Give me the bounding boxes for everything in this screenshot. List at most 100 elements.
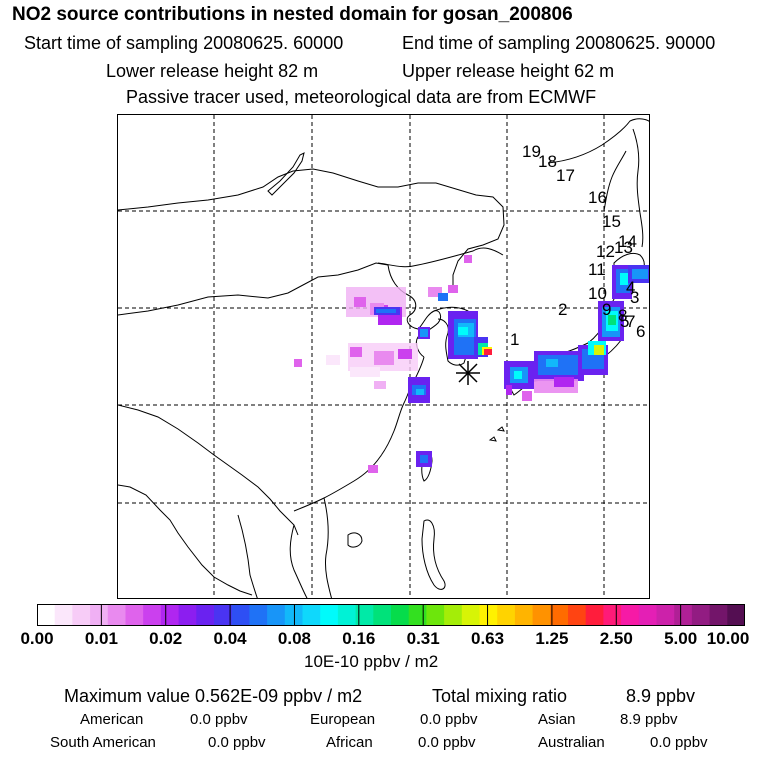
colorbar-tick-label: 10.00	[706, 629, 750, 648]
region-label: 4	[626, 278, 635, 297]
total-mixing-value: 8.9 ppbv	[626, 686, 696, 706]
colorbar-tick-label: 2.50	[599, 629, 633, 648]
colorbar-cell	[231, 604, 250, 626]
region-name-australian: Australian	[538, 734, 605, 751]
colorbar-cell	[621, 604, 640, 626]
colorbar-cell	[160, 604, 180, 626]
colorbar-cell	[656, 604, 675, 626]
colorbar-cell	[90, 604, 109, 626]
region-name-south-american: South American	[50, 734, 156, 751]
tracer-note: Passive tracer used, meteorological data…	[126, 87, 597, 107]
total-mixing-label: Total mixing ratio	[432, 686, 568, 706]
colorbar-cell	[37, 604, 56, 626]
receptor-asterisk-marker	[456, 361, 480, 385]
colorbar-cell	[355, 604, 374, 626]
colorbar-tick-label: 0.00	[20, 629, 54, 648]
colorbar-tick-label: 0.08	[277, 629, 311, 648]
colorbar-cell	[461, 604, 480, 626]
region-label: 3	[630, 288, 639, 307]
region-label: 1	[510, 330, 519, 349]
region-name-european: European	[310, 711, 376, 728]
coastlines	[118, 118, 649, 598]
colorbar-cell	[302, 604, 321, 626]
colorbar-tick-label: 0.02	[149, 629, 183, 648]
map-title: NO2 source contributions in nested domai…	[12, 4, 573, 25]
colorbar-frame	[37, 604, 745, 626]
region-value-african: 0.0 ppbv	[418, 734, 476, 751]
region-label: 16	[588, 188, 607, 207]
region-name-american: American	[80, 711, 144, 728]
colorbar-cell	[178, 604, 197, 626]
colorbar-cell	[196, 604, 215, 626]
region-label: 14	[618, 232, 637, 251]
region-name-african: African	[326, 734, 373, 751]
colorbar-cell	[143, 604, 162, 626]
end-time: End time of sampling 20080625. 90000	[402, 33, 716, 53]
region-value-australian: 0.0 ppbv	[650, 734, 708, 751]
colorbar-cell	[284, 604, 303, 626]
colorbar-cell	[54, 604, 73, 626]
region-value-european: 0.0 ppbv	[420, 711, 478, 728]
colorbar-cell	[550, 604, 569, 626]
colorbar-cell	[337, 604, 357, 626]
colorbar-cell	[72, 604, 91, 626]
region-label: 17	[556, 166, 575, 185]
start-time: Start time of sampling 20080625. 60000	[24, 33, 344, 53]
colorbar-cell	[426, 604, 445, 626]
region-label: 7	[626, 312, 635, 331]
colorbar-cell	[603, 604, 622, 626]
colorbar-cell	[444, 604, 463, 626]
colorbar-tick-label: 1.25	[535, 629, 569, 648]
colorbar-tick-label: 0.31	[406, 629, 440, 648]
lower-release-height: Lower release height 82 m	[106, 61, 319, 81]
colorbar-cell	[638, 604, 657, 626]
region-label: 6	[636, 322, 645, 341]
colorbar	[37, 604, 745, 626]
colorbar-cell	[373, 604, 392, 626]
colorbar-cell	[249, 604, 268, 626]
colorbar-cell	[709, 604, 728, 626]
region-labels: 1 2 3 4 5 6 7 8 9 10 11 12 13 14 15 16 1…	[510, 142, 645, 349]
colorbar-cell	[585, 604, 604, 626]
region-label: 2	[558, 300, 567, 319]
colorbar-tick-label: 0.04	[213, 629, 247, 648]
colorbar-cell	[479, 604, 498, 626]
region-label: 11	[588, 260, 606, 279]
colorbar-cell	[514, 604, 534, 626]
colorbar-unit: 10E-10 ppbv / m2	[304, 652, 439, 671]
region-value-south-american: 0.0 ppbv	[208, 734, 266, 751]
colorbar-cell	[391, 604, 410, 626]
colorbar-tick-label: 0.16	[342, 629, 376, 648]
region-name-asian: Asian	[538, 711, 576, 728]
colorbar-cell	[568, 604, 587, 626]
region-label: 19	[522, 142, 541, 161]
upper-release-height: Upper release height 62 m	[402, 61, 615, 81]
region-value-american: 0.0 ppbv	[190, 711, 248, 728]
colorbar-cell	[727, 604, 745, 626]
region-label: 12	[596, 242, 615, 261]
region-label: 15	[602, 212, 621, 231]
region-label: 10	[588, 284, 607, 303]
colorbar-cell	[691, 604, 711, 626]
colorbar-cell	[320, 604, 339, 626]
colorbar-tick-label: 5.00	[664, 629, 698, 648]
colorbar-cell	[532, 604, 551, 626]
colorbar-cell	[267, 604, 286, 626]
colorbar-cell	[674, 604, 693, 626]
region-value-asian: 8.9 ppbv	[620, 711, 678, 728]
colorbar-cell	[107, 604, 126, 626]
region-label: 5	[620, 312, 629, 331]
colorbar-cell	[497, 604, 516, 626]
colorbar-cell	[408, 604, 427, 626]
region-label: 18	[538, 152, 557, 171]
colorbar-cell	[125, 604, 144, 626]
map-panel: 1 2 3 4 5 6 7 8 9 10 11 12 13 14 15 16 1…	[117, 114, 650, 599]
emission-patches	[294, 255, 649, 473]
colorbar-tick-label: 0.63	[470, 629, 505, 648]
region-label: 8	[618, 306, 627, 325]
region-label: 13	[614, 238, 633, 257]
colorbar-cell	[214, 604, 233, 626]
colorbar-tick-label: 0.01	[84, 629, 118, 648]
max-value: Maximum value 0.562E-09 ppbv / m2	[64, 686, 363, 706]
region-label: 9	[602, 300, 611, 319]
